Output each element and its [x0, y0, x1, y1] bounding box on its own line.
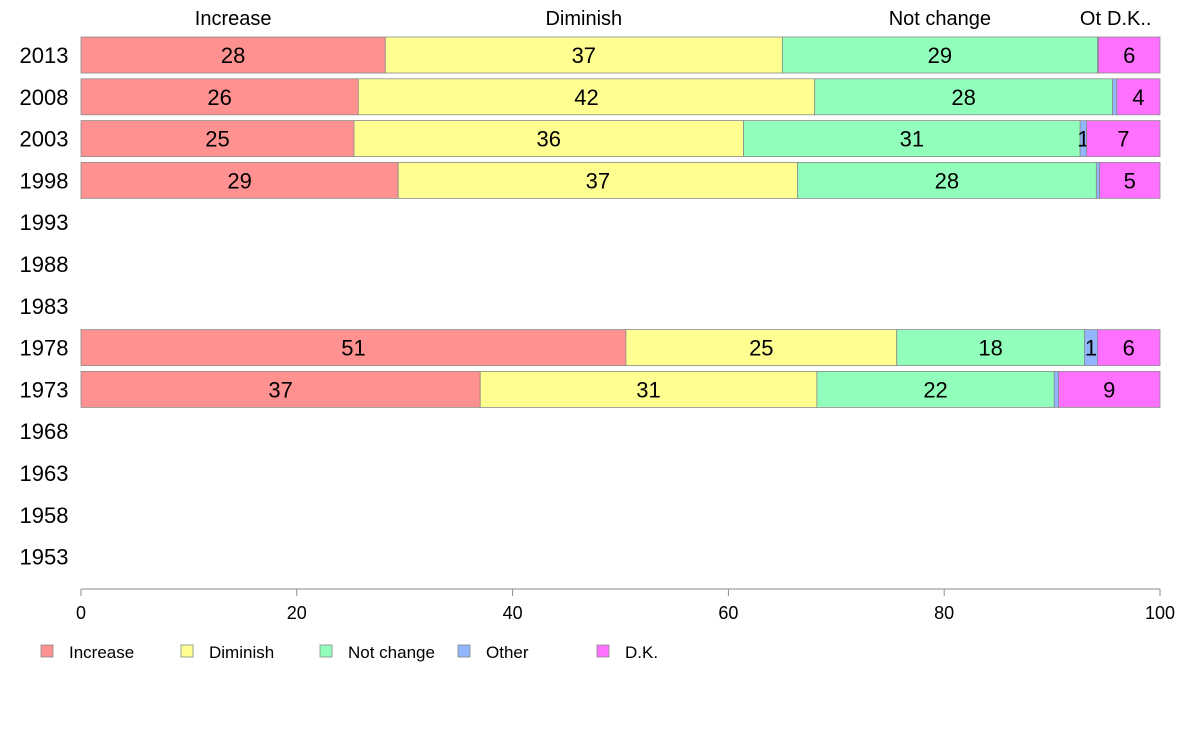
data-label-1973-diminish: 31	[636, 377, 660, 402]
bar-1978-diminish	[625, 329, 898, 367]
top-label-d-k-: D.K..	[1107, 8, 1151, 30]
data-label-1978-d-k-: 6	[1123, 336, 1135, 361]
x-tick-label-40: 40	[503, 603, 523, 623]
bar-2013-not-change	[781, 36, 1098, 74]
legend-label-other: Other	[486, 643, 529, 662]
data-label-2003-diminish: 36	[537, 127, 561, 152]
bar-1998-other	[1095, 161, 1100, 199]
bar-2013-d-k-	[1098, 36, 1161, 74]
bar-2013-diminish	[384, 36, 783, 74]
legend-label-d-k-: D.K.	[625, 643, 658, 662]
bar-2003-not-change	[743, 120, 1081, 157]
bar-1973-d-k-	[1058, 370, 1161, 408]
data-label-2003-not-change: 31	[900, 127, 924, 152]
top-label-increase: Increase	[195, 8, 272, 30]
bar-2008-other	[1112, 78, 1118, 116]
bar-2008-d-k-	[1116, 78, 1161, 116]
bar-2013-increase	[80, 36, 386, 74]
category-header-labels: Increase Diminish Not change Ot D.K..	[195, 8, 1152, 30]
legend: Increase Diminish Not change Other D.K.	[40, 643, 658, 662]
bar-2008-increase	[80, 78, 359, 116]
bar-2008-not-change	[814, 78, 1113, 116]
legend-swatch-not-change	[319, 644, 333, 658]
data-label-1998-increase: 29	[227, 168, 251, 193]
bar-1978-increase	[80, 329, 627, 367]
data-label-1978-diminish: 25	[749, 336, 773, 361]
data-label-2013-increase: 28	[221, 43, 245, 68]
bars: 28 37 29 626 42 28 425 36 31 1 729 37 28 551 25 18 1 637 3…	[80, 36, 1161, 408]
data-label-1998-not-change: 28	[935, 168, 959, 193]
bar-2008-diminish	[357, 78, 816, 116]
bar-2003-increase	[80, 120, 355, 157]
data-label-1973-increase: 37	[268, 377, 292, 402]
legend-swatch-other	[457, 644, 471, 658]
year-label-1988: 1988	[20, 252, 69, 277]
bar-1978-not-change	[896, 329, 1085, 367]
data-label-1978-other: 1	[1085, 336, 1097, 361]
bar-1978-d-k-	[1097, 329, 1161, 367]
data-label-2013-not-change: 29	[928, 43, 952, 68]
year-label-2003: 2003	[20, 127, 69, 152]
data-label-2008-not-change: 28	[951, 85, 975, 110]
top-label-other: Ot	[1080, 8, 1102, 30]
year-label-1998: 1998	[20, 168, 69, 193]
top-label-not-change: Not change	[889, 8, 991, 30]
x-tick-label-80: 80	[934, 603, 954, 623]
data-label-1998-d-k-: 5	[1124, 168, 1136, 193]
data-label-1978-increase: 51	[341, 336, 365, 361]
legend-swatch-diminish	[180, 644, 194, 658]
data-label-2008-d-k-: 4	[1132, 85, 1144, 110]
top-label-diminish: Diminish	[545, 8, 622, 30]
bar-1973-other	[1053, 370, 1059, 408]
x-tick-label-0: 0	[76, 603, 86, 623]
legend-label-not-change: Not change	[348, 643, 435, 662]
bar-1973-increase	[80, 370, 481, 408]
x-tick-label-60: 60	[718, 603, 738, 623]
x-axis: 0 20 40 60 80 100	[76, 588, 1175, 623]
legend-label-increase: Increase	[69, 643, 134, 662]
year-label-1978: 1978	[20, 336, 69, 361]
year-label-1963: 1963	[20, 461, 69, 486]
year-label-1983: 1983	[20, 294, 69, 319]
legend-swatch-increase	[40, 644, 54, 658]
bar-2003-diminish	[353, 120, 744, 157]
bar-1998-d-k-	[1099, 161, 1161, 199]
bar-1998-not-change	[797, 161, 1097, 199]
data-label-1998-diminish: 37	[586, 168, 610, 193]
legend-swatch-d-k-	[596, 644, 610, 658]
data-label-2013-diminish: 37	[572, 43, 596, 68]
year-label-2013: 2013	[20, 43, 69, 68]
bar-1998-diminish	[397, 161, 798, 199]
data-label-2008-increase: 26	[207, 85, 231, 110]
x-tick-label-100: 100	[1145, 603, 1175, 623]
x-tick-label-20: 20	[287, 603, 307, 623]
legend-label-diminish: Diminish	[209, 643, 274, 662]
year-label-2008: 2008	[20, 85, 69, 110]
bar-2003-d-k-	[1086, 120, 1161, 157]
data-label-2003-increase: 25	[205, 127, 229, 152]
year-label-1968: 1968	[20, 419, 69, 444]
data-label-1973-not-change: 22	[923, 377, 947, 402]
data-label-2003-d-k-: 7	[1117, 127, 1129, 152]
data-label-1978-not-change: 18	[978, 336, 1002, 361]
year-label-1953: 1953	[20, 545, 69, 570]
bar-1973-diminish	[479, 370, 818, 408]
year-label-1973: 1973	[20, 377, 69, 402]
data-label-1973-d-k-: 9	[1103, 377, 1115, 402]
data-label-2008-diminish: 42	[574, 85, 598, 110]
bar-1998-increase	[80, 161, 399, 199]
year-label-1993: 1993	[20, 210, 69, 235]
year-labels: 2013 2008 2003 1998 1993 1988 1983 1978 1973 1968…	[20, 43, 69, 570]
bar-1973-not-change	[816, 370, 1055, 408]
year-label-1958: 1958	[20, 503, 69, 528]
data-label-2013-d-k-: 6	[1123, 43, 1135, 68]
